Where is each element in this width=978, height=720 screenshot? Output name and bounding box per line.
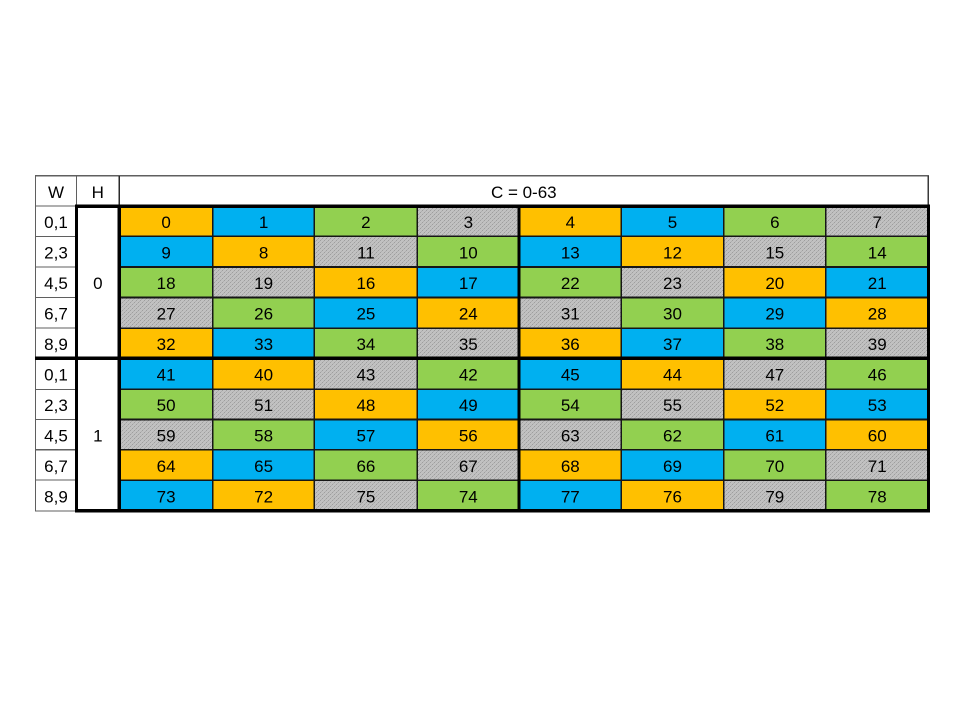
svg-text:8: 8 bbox=[259, 243, 268, 262]
svg-text:H: H bbox=[92, 183, 104, 202]
svg-text:4,5: 4,5 bbox=[44, 426, 68, 445]
svg-text:66: 66 bbox=[356, 457, 375, 476]
svg-text:W: W bbox=[48, 183, 64, 202]
svg-text:12: 12 bbox=[663, 243, 682, 262]
svg-text:63: 63 bbox=[561, 426, 580, 445]
svg-text:60: 60 bbox=[868, 426, 887, 445]
svg-text:58: 58 bbox=[254, 426, 273, 445]
svg-text:1: 1 bbox=[259, 213, 268, 232]
svg-text:38: 38 bbox=[765, 335, 784, 354]
svg-text:73: 73 bbox=[157, 487, 176, 506]
svg-text:47: 47 bbox=[765, 366, 784, 385]
svg-text:C = 0-63: C = 0-63 bbox=[491, 183, 557, 202]
svg-text:9: 9 bbox=[161, 243, 170, 262]
svg-text:2,3: 2,3 bbox=[44, 396, 68, 415]
svg-text:29: 29 bbox=[765, 305, 784, 324]
svg-text:0: 0 bbox=[161, 213, 170, 232]
svg-text:8,9: 8,9 bbox=[44, 487, 68, 506]
svg-text:62: 62 bbox=[663, 426, 682, 445]
svg-text:74: 74 bbox=[459, 487, 478, 506]
svg-text:52: 52 bbox=[765, 396, 784, 415]
svg-text:54: 54 bbox=[561, 396, 580, 415]
svg-text:2,3: 2,3 bbox=[44, 243, 68, 262]
svg-text:11: 11 bbox=[357, 243, 375, 262]
svg-text:26: 26 bbox=[254, 305, 273, 324]
svg-text:35: 35 bbox=[459, 335, 478, 354]
svg-text:5: 5 bbox=[668, 213, 677, 232]
svg-text:2: 2 bbox=[361, 213, 370, 232]
svg-text:56: 56 bbox=[459, 426, 478, 445]
svg-text:77: 77 bbox=[561, 487, 580, 506]
svg-text:41: 41 bbox=[157, 366, 176, 385]
svg-text:6: 6 bbox=[770, 213, 779, 232]
svg-text:44: 44 bbox=[663, 366, 682, 385]
svg-text:16: 16 bbox=[356, 274, 375, 293]
svg-text:3: 3 bbox=[464, 213, 473, 232]
svg-text:67: 67 bbox=[459, 457, 478, 476]
svg-text:45: 45 bbox=[561, 366, 580, 385]
svg-text:4: 4 bbox=[566, 213, 575, 232]
svg-text:33: 33 bbox=[254, 335, 273, 354]
svg-text:39: 39 bbox=[868, 335, 887, 354]
svg-text:68: 68 bbox=[561, 457, 580, 476]
svg-text:31: 31 bbox=[561, 305, 580, 324]
svg-text:69: 69 bbox=[663, 457, 682, 476]
svg-text:0,1: 0,1 bbox=[44, 366, 68, 385]
svg-text:50: 50 bbox=[157, 396, 176, 415]
svg-text:8,9: 8,9 bbox=[44, 335, 68, 354]
svg-text:43: 43 bbox=[356, 366, 375, 385]
svg-text:6,7: 6,7 bbox=[44, 457, 68, 476]
svg-text:15: 15 bbox=[765, 243, 784, 262]
svg-text:64: 64 bbox=[157, 457, 176, 476]
svg-text:49: 49 bbox=[459, 396, 478, 415]
svg-text:13: 13 bbox=[561, 243, 580, 262]
svg-text:34: 34 bbox=[356, 335, 375, 354]
svg-text:42: 42 bbox=[459, 366, 478, 385]
svg-text:14: 14 bbox=[868, 243, 887, 262]
svg-text:0,1: 0,1 bbox=[44, 213, 68, 232]
svg-text:75: 75 bbox=[356, 487, 375, 506]
svg-text:76: 76 bbox=[663, 487, 682, 506]
svg-text:79: 79 bbox=[765, 487, 784, 506]
svg-text:72: 72 bbox=[254, 487, 273, 506]
svg-text:6,7: 6,7 bbox=[44, 305, 68, 324]
svg-text:46: 46 bbox=[868, 366, 887, 385]
svg-text:7: 7 bbox=[872, 213, 881, 232]
svg-text:37: 37 bbox=[663, 335, 682, 354]
svg-text:19: 19 bbox=[254, 274, 273, 293]
svg-text:0: 0 bbox=[93, 274, 102, 293]
svg-text:53: 53 bbox=[868, 396, 887, 415]
svg-text:18: 18 bbox=[157, 274, 176, 293]
svg-text:24: 24 bbox=[459, 305, 478, 324]
svg-text:28: 28 bbox=[868, 305, 887, 324]
svg-text:4,5: 4,5 bbox=[44, 274, 68, 293]
svg-text:32: 32 bbox=[157, 335, 176, 354]
svg-text:65: 65 bbox=[254, 457, 273, 476]
svg-text:40: 40 bbox=[254, 366, 273, 385]
svg-text:30: 30 bbox=[663, 305, 682, 324]
svg-text:36: 36 bbox=[561, 335, 580, 354]
svg-text:59: 59 bbox=[157, 426, 176, 445]
svg-text:55: 55 bbox=[663, 396, 682, 415]
svg-text:61: 61 bbox=[765, 426, 784, 445]
svg-text:51: 51 bbox=[254, 396, 273, 415]
svg-text:17: 17 bbox=[459, 274, 478, 293]
svg-text:70: 70 bbox=[765, 457, 784, 476]
svg-text:20: 20 bbox=[765, 274, 784, 293]
svg-text:1: 1 bbox=[93, 426, 102, 445]
svg-text:10: 10 bbox=[459, 243, 478, 262]
svg-text:23: 23 bbox=[663, 274, 682, 293]
svg-text:48: 48 bbox=[356, 396, 375, 415]
svg-text:22: 22 bbox=[561, 274, 580, 293]
svg-text:27: 27 bbox=[157, 305, 176, 324]
svg-text:78: 78 bbox=[868, 487, 887, 506]
svg-text:25: 25 bbox=[356, 305, 375, 324]
svg-text:71: 71 bbox=[868, 457, 887, 476]
svg-text:21: 21 bbox=[868, 274, 887, 293]
svg-text:57: 57 bbox=[356, 426, 375, 445]
